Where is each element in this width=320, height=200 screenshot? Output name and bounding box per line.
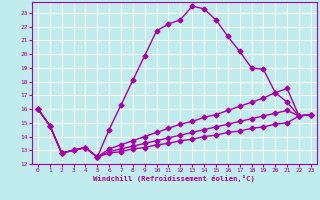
X-axis label: Windchill (Refroidissement éolien,°C): Windchill (Refroidissement éolien,°C) [93,175,255,182]
